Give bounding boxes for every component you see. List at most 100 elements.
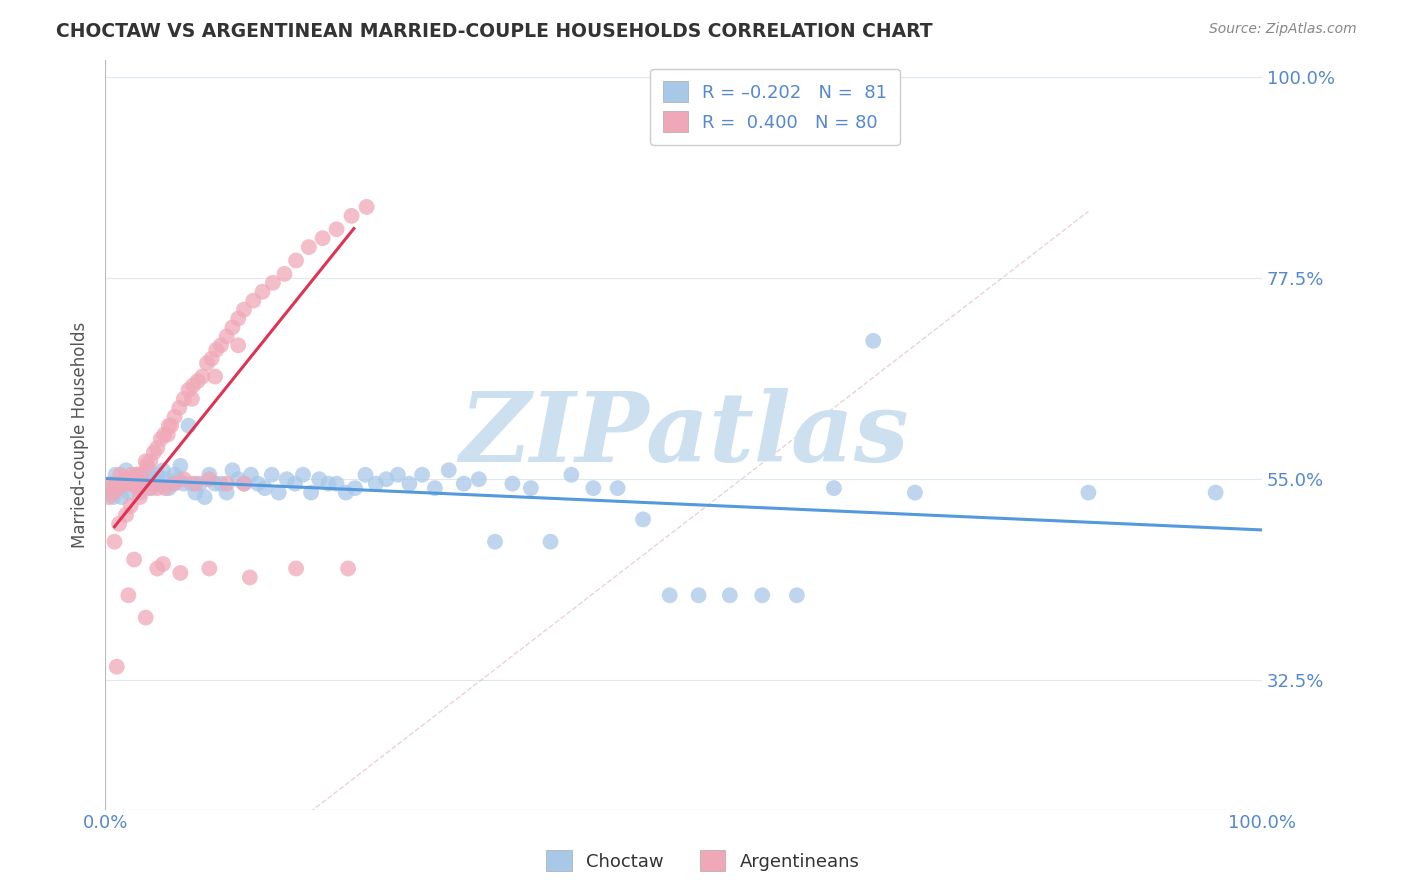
Choctaw [267, 485, 290, 500]
Argentineans [108, 516, 131, 531]
Argentineans [107, 481, 129, 495]
Argentineans [97, 490, 120, 504]
Argentineans [118, 476, 141, 491]
Choctaw [484, 534, 506, 549]
Choctaw [276, 472, 298, 486]
Choctaw [120, 472, 142, 486]
Choctaw [325, 476, 347, 491]
Argentineans [103, 485, 125, 500]
Choctaw [375, 472, 398, 486]
Choctaw [354, 467, 377, 482]
Choctaw [582, 481, 605, 495]
Choctaw [658, 588, 681, 602]
Choctaw [246, 476, 269, 491]
Argentineans [139, 454, 162, 468]
Choctaw [173, 476, 195, 491]
Choctaw [318, 476, 340, 491]
Argentineans [198, 561, 221, 575]
Choctaw [751, 588, 773, 602]
Choctaw [253, 481, 276, 495]
Argentineans [152, 557, 174, 571]
Argentineans [173, 472, 195, 486]
Choctaw [104, 467, 127, 482]
Argentineans [125, 467, 148, 482]
Choctaw [125, 467, 148, 482]
Argentineans [110, 467, 132, 482]
Choctaw [284, 476, 307, 491]
Choctaw [209, 476, 232, 491]
Argentineans [115, 508, 138, 522]
Argentineans [138, 481, 160, 495]
Choctaw [862, 334, 884, 348]
Choctaw [786, 588, 808, 602]
Choctaw [184, 485, 207, 500]
Choctaw [904, 485, 927, 500]
Argentineans [129, 467, 152, 482]
Argentineans [122, 476, 145, 491]
Choctaw [335, 485, 357, 500]
Choctaw [135, 476, 157, 491]
Argentineans [340, 209, 363, 223]
Argentineans [117, 588, 139, 602]
Argentineans [149, 432, 172, 446]
Choctaw [146, 467, 169, 482]
Argentineans [105, 659, 128, 673]
Argentineans [120, 499, 142, 513]
Argentineans [195, 356, 218, 370]
Choctaw [540, 534, 562, 549]
Choctaw [110, 490, 132, 504]
Choctaw [308, 472, 330, 486]
Choctaw [162, 476, 184, 491]
Argentineans [325, 222, 347, 236]
Choctaw [204, 476, 226, 491]
Choctaw [131, 472, 153, 486]
Argentineans [204, 369, 226, 384]
Argentineans [146, 441, 169, 455]
Argentineans [153, 427, 176, 442]
Argentineans [103, 534, 125, 549]
Choctaw [437, 463, 460, 477]
Argentineans [311, 231, 333, 245]
Argentineans [242, 293, 264, 308]
Argentineans [201, 351, 224, 366]
Choctaw [688, 588, 710, 602]
Choctaw [117, 485, 139, 500]
Choctaw [112, 476, 135, 491]
Y-axis label: Married-couple Households: Married-couple Households [72, 321, 89, 548]
Choctaw [136, 463, 159, 477]
Argentineans [129, 490, 152, 504]
Choctaw [233, 476, 256, 491]
Argentineans [285, 561, 308, 575]
Argentineans [181, 392, 204, 406]
Choctaw [226, 472, 249, 486]
Choctaw [142, 472, 165, 486]
Choctaw [194, 490, 217, 504]
Argentineans [205, 343, 228, 357]
Choctaw [823, 481, 845, 495]
Argentineans [111, 476, 134, 491]
Choctaw [364, 476, 387, 491]
Choctaw [560, 467, 582, 482]
Legend: R = –0.202   N =  81, R =  0.400   N = 80: R = –0.202 N = 81, R = 0.400 N = 80 [650, 69, 900, 145]
Argentineans [273, 267, 295, 281]
Argentineans [233, 476, 256, 491]
Choctaw [520, 481, 543, 495]
Argentineans [163, 409, 186, 424]
Argentineans [157, 418, 180, 433]
Choctaw [155, 472, 177, 486]
Argentineans [104, 476, 127, 491]
Argentineans [142, 445, 165, 459]
Argentineans [160, 418, 183, 433]
Argentineans [135, 458, 157, 473]
Choctaw [221, 463, 243, 477]
Choctaw [453, 476, 475, 491]
Argentineans [114, 472, 136, 486]
Choctaw [1205, 485, 1227, 500]
Choctaw [411, 467, 433, 482]
Argentineans [155, 481, 177, 495]
Choctaw [1077, 485, 1099, 500]
Argentineans [167, 401, 190, 415]
Choctaw [718, 588, 741, 602]
Choctaw [260, 467, 283, 482]
Choctaw [387, 467, 409, 482]
